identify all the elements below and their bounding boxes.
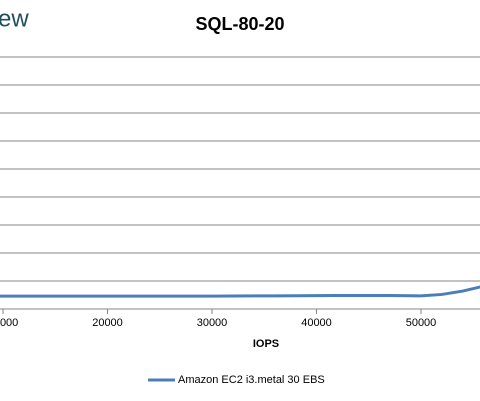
chart-title: SQL-80-20: [195, 14, 284, 34]
logo: ew: [0, 5, 29, 32]
x-tick-label: 10000: [0, 317, 18, 329]
legend-label: Amazon EC2 i3.metal 30 EBS: [178, 374, 325, 386]
x-axis-label: IOPS: [253, 338, 279, 350]
x-tick-label: 50000: [406, 317, 437, 329]
data-line: [0, 285, 480, 298]
x-tick-label: 20000: [92, 317, 123, 329]
x-tick-label: 40000: [301, 317, 332, 329]
x-tick-label: 30000: [197, 317, 228, 329]
